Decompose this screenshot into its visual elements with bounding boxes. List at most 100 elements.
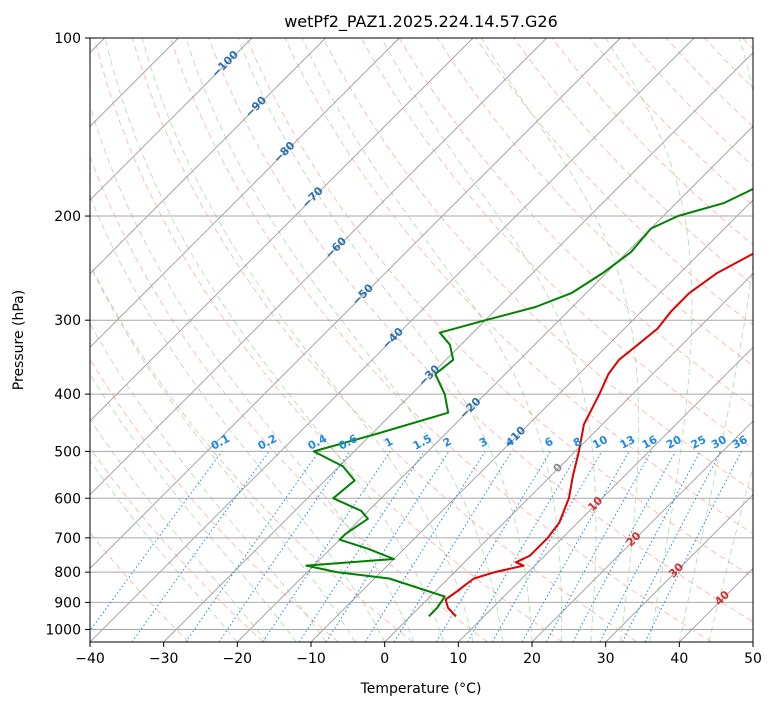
isotherm-label: −80 <box>271 139 298 166</box>
moist-adiabat-line <box>104 38 445 642</box>
moist-adiabat-line <box>90 322 327 642</box>
mixing-ratio-label: 1 <box>382 435 395 450</box>
mixing-ratio-line <box>621 451 722 642</box>
mixing-ratio-label: 3 <box>477 435 490 450</box>
isotherm-line <box>90 38 400 348</box>
dry-adiabat-line <box>90 531 190 642</box>
isotherm-line <box>90 38 621 569</box>
mixing-ratio-label: 0.1 <box>209 432 232 453</box>
moist-adiabat-line <box>605 38 693 642</box>
mixing-ratio-label: 25 <box>689 433 709 452</box>
mixing-ratio-label: 36 <box>730 433 750 452</box>
y-tick-label: 200 <box>54 209 81 225</box>
mixing-ratio-label: 10 <box>590 433 610 452</box>
isotherm-label: −60 <box>323 234 350 261</box>
mixing-ratio-line <box>364 451 486 642</box>
isotherm-label: 40 <box>712 588 732 608</box>
isotherm-line <box>237 125 753 642</box>
mixing-ratio-label: 0.4 <box>306 432 330 453</box>
dry-adiabat-line <box>665 38 753 128</box>
moist-adiabat-line <box>678 38 753 642</box>
mixing-ratio-line <box>521 451 630 642</box>
mixing-ratio-label: 20 <box>664 433 684 452</box>
isotherm-label: 0 <box>551 460 566 475</box>
isotherm-line <box>384 273 753 642</box>
y-axis-label: Pressure (hPa) <box>11 290 27 390</box>
y-tick-label: 600 <box>54 491 81 507</box>
x-tick-label: −40 <box>75 651 105 667</box>
mixing-ratio-label: 16 <box>640 433 660 452</box>
mixing-ratio-line <box>185 451 320 642</box>
x-tick-label: −20 <box>223 651 253 667</box>
isotherm-labels: 0.1 0.2 0.4 0.6 1 1.5 2 3 4 6 8 10 13 16 20 25 30 36−100−… <box>209 48 750 608</box>
mixing-ratio-line <box>545 451 652 642</box>
dry-adiabat-line <box>90 155 488 642</box>
moist-adiabat-line <box>90 104 415 642</box>
dry-adiabat-line <box>131 38 638 642</box>
mixing-ratio-line <box>599 451 701 642</box>
dry-adiabat-line <box>551 38 753 246</box>
dry-adiabat-line <box>208 38 753 623</box>
dry-adiabat-line <box>589 38 753 206</box>
moist-adiabat-line <box>708 465 753 642</box>
y-tick-label: 900 <box>54 595 81 611</box>
isotherm-label: −30 <box>416 362 443 389</box>
isotherm-label: −40 <box>379 325 406 352</box>
x-tick-label: 20 <box>523 651 541 667</box>
y-tick-label: 300 <box>54 313 81 329</box>
isotherm-label: −70 <box>299 184 326 211</box>
isotherm-line <box>163 52 753 642</box>
dry-adiabat-line <box>246 38 753 578</box>
y-tick-label: 1000 <box>45 622 81 638</box>
x-tick-label: −10 <box>296 651 326 667</box>
mixing-ratio-line <box>131 451 270 642</box>
dry-adiabat-line <box>322 38 753 492</box>
temperature-profile-line <box>444 252 753 617</box>
mixing-ratio-label: 30 <box>709 433 729 452</box>
isotherm-label: −100 <box>209 48 241 80</box>
x-tick-label: 30 <box>597 651 615 667</box>
mixing-ratio-line <box>572 451 676 642</box>
isotherm-line <box>458 346 753 642</box>
mixing-ratio-line <box>393 451 513 642</box>
dry-adiabat-line <box>475 38 753 326</box>
chart-title: wetPf2_PAZ1.2025.224.14.57.G26 <box>284 12 558 32</box>
moist-adiabat-line <box>141 38 474 642</box>
mixing-ratio-line <box>298 451 425 642</box>
dry-adiabat-line <box>437 38 753 367</box>
isotherm-label: 20 <box>624 529 644 549</box>
isotherm-line <box>90 38 547 496</box>
dry-adiabat-line <box>90 263 414 642</box>
isotherm-line <box>605 494 753 642</box>
moist-adiabat-line <box>381 38 597 642</box>
moist-adiabat-line <box>185 38 503 642</box>
x-tick-label: −30 <box>149 651 179 667</box>
mixing-ratio-label: 2 <box>441 435 454 450</box>
dry-adiabat-line <box>703 38 753 89</box>
mixing-ratio-label: 13 <box>618 433 638 452</box>
x-tick-label: 0 <box>380 651 389 667</box>
moist-adiabat-line <box>480 38 640 642</box>
isotherm-line <box>90 38 695 642</box>
dry-adiabat-line <box>93 38 563 642</box>
isotherm-line <box>752 641 753 642</box>
y-tick-label: 700 <box>54 531 81 547</box>
moist-adiabat-line <box>90 373 297 642</box>
dry-adiabat-line <box>284 38 753 535</box>
isotherm-line <box>90 38 326 275</box>
mixing-ratio-line <box>644 451 742 642</box>
y-tick-label: 500 <box>54 444 81 460</box>
isotherm-line <box>679 567 753 642</box>
moist-adiabat-line <box>90 195 386 642</box>
x-tick-label: 10 <box>449 651 467 667</box>
y-axis-ticks: 100 200 300 400 500 600 700 800 900 1000 <box>45 31 90 638</box>
dry-adiabat-line <box>90 358 339 642</box>
mixing-ratio-line <box>262 451 391 642</box>
isotherm-label: 10 <box>585 494 605 514</box>
moist-adiabat-line <box>237 38 533 642</box>
chart-grid <box>90 38 753 642</box>
moist-adiabat-line <box>90 418 268 642</box>
isotherm-line <box>90 38 474 422</box>
y-tick-label: 800 <box>54 565 81 581</box>
